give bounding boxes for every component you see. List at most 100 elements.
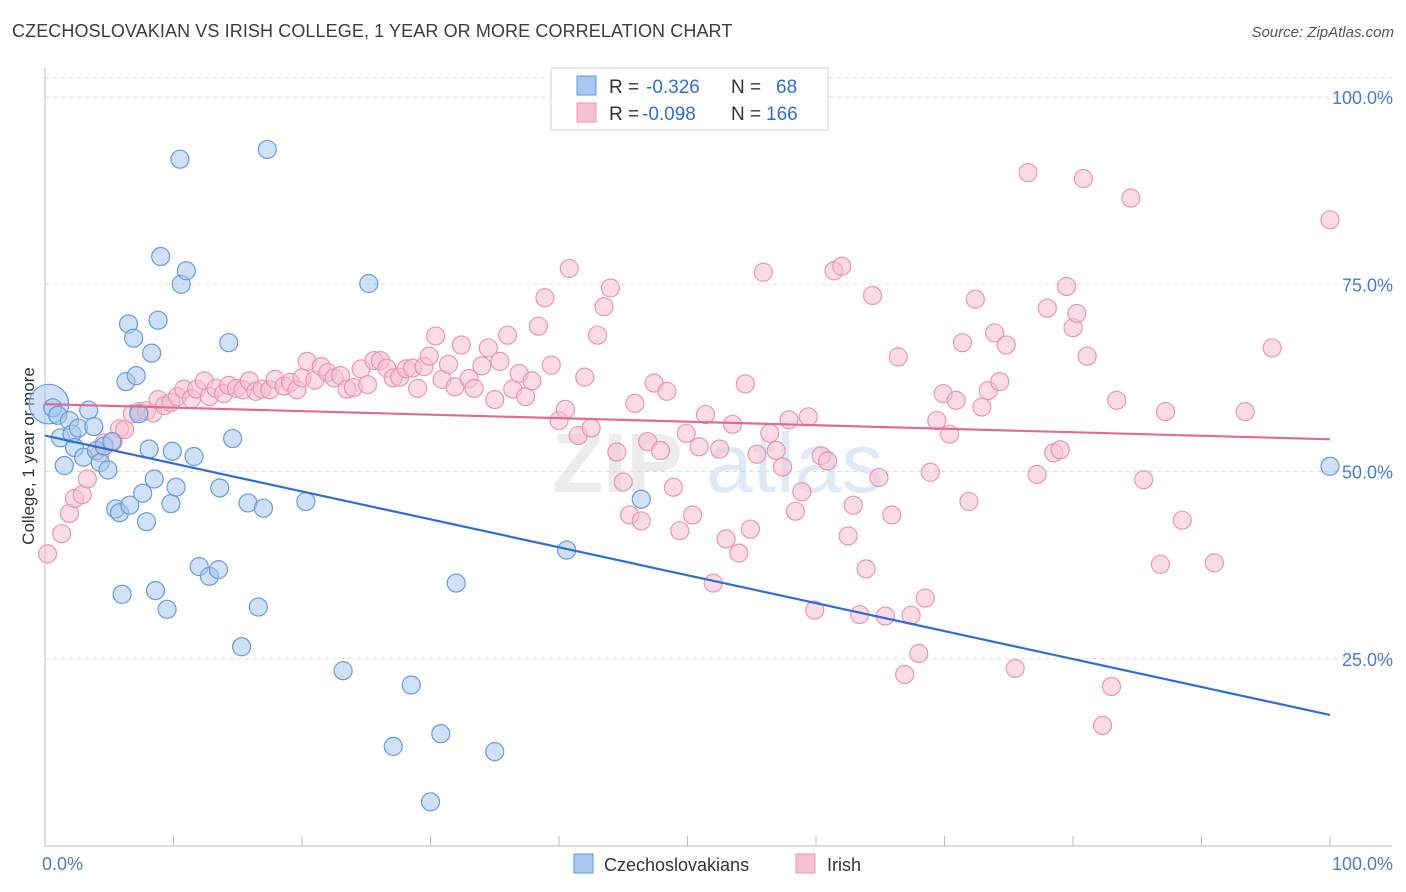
irish-point-163: [1134, 470, 1154, 490]
irish-point-141: [959, 491, 979, 512]
irish-point-84: [594, 297, 614, 317]
source-label: Source: ZipAtlas.com: [1251, 24, 1394, 41]
irish-point-61: [445, 377, 465, 397]
czechoslovakian-trend-line: [44, 434, 1331, 716]
czech-point-10: [79, 400, 99, 420]
x-tick-label-0: 0.0%: [42, 854, 83, 874]
czech-point-30: [144, 469, 164, 489]
czechoslovakian-points: [28, 139, 1340, 812]
legend-r-value-1: -0.326: [646, 77, 700, 98]
czech-point-38: [170, 149, 190, 169]
irish-point-95: [663, 477, 683, 497]
irish-point-166: [1172, 510, 1192, 530]
irish-point-96: [670, 521, 690, 541]
irish-point-164: [1150, 554, 1170, 574]
irish-point-129: [882, 505, 902, 525]
irish-point-168: [1235, 401, 1255, 422]
czech-point-20: [112, 584, 132, 604]
legend-swatch-pink: [576, 102, 597, 123]
czech-point-33: [151, 246, 171, 267]
legend-r-label-1: R =: [609, 77, 639, 98]
irish-point-146: [990, 372, 1010, 392]
irish-point-58: [426, 326, 446, 346]
czech-point-58: [420, 792, 441, 812]
irish-point-131: [895, 664, 915, 685]
irish-point-98: [683, 505, 703, 525]
irish-point-76: [541, 355, 561, 375]
irish-point-130: [888, 347, 908, 367]
czech-point-51: [253, 498, 274, 518]
irish-point-117: [805, 600, 825, 620]
czech-point-37: [166, 477, 186, 497]
legend-swatch-blue: [576, 75, 597, 96]
bottom-legend-irish: Irish: [827, 855, 861, 875]
irish-point-67: [485, 389, 505, 410]
irish-point-104: [722, 414, 743, 434]
irish-point-73: [522, 371, 542, 391]
czech-point-28: [139, 439, 159, 459]
irish-point-165: [1155, 401, 1176, 422]
irish-point-154: [1056, 276, 1077, 297]
irish-point-106: [735, 374, 755, 394]
irish-point-126: [862, 285, 883, 306]
czech-point-36: [162, 441, 182, 461]
legend-box: [550, 67, 829, 131]
legend-r-label-2: R =: [609, 104, 639, 125]
irish-point-90: [631, 511, 651, 531]
irish-point-89: [625, 393, 645, 413]
legend-n-label-2: N =: [731, 104, 761, 125]
irish-point-136: [927, 410, 947, 431]
irish-point-86: [607, 442, 627, 462]
czech-point-24: [126, 366, 146, 386]
irish-point-145: [985, 323, 1005, 343]
irish-point-135: [920, 462, 940, 482]
correlation-legend: R = -0.326 N = 68 R = -0.098 N = 166: [550, 67, 829, 131]
irish-point-148: [1005, 658, 1025, 679]
y-tick-label-50: 50.0%: [1342, 463, 1393, 483]
irish-point-159: [1092, 715, 1113, 736]
irish-point-123: [843, 495, 863, 515]
irish-point-83: [587, 325, 608, 345]
czech-point-31: [145, 580, 166, 601]
irish-point-60: [438, 354, 459, 374]
irish-point-122: [838, 526, 858, 546]
czech-point-52: [257, 139, 277, 160]
czech-point-4: [54, 455, 74, 476]
x-axis-ticks: [44, 836, 1331, 846]
gridlines: [45, 77, 1392, 660]
czech-point-27: [136, 512, 157, 532]
irish-point-94: [657, 381, 677, 401]
irish-point-150: [1027, 464, 1047, 485]
czech-point-55: [359, 273, 379, 294]
irish-point-167: [1204, 553, 1224, 573]
czech-point-34: [157, 599, 177, 619]
irish-point-108: [747, 444, 767, 464]
x-tick-label-100: 100.0%: [1332, 854, 1393, 874]
irish-point-170: [1320, 210, 1340, 230]
czech-point-23: [124, 328, 144, 348]
irish-points: [37, 163, 1340, 736]
irish-point-114: [785, 501, 806, 521]
y-tick-labels: 25.0% 50.0% 75.0% 100.0%: [1332, 88, 1393, 670]
irish-point-93: [650, 440, 671, 461]
irish-point-133: [909, 643, 929, 664]
czech-point-57: [401, 675, 421, 695]
irish-point-121: [832, 256, 852, 276]
czech-point-50: [248, 597, 268, 617]
bottom-legend-czech: Czechoslovakians: [604, 855, 749, 875]
irish-point-139: [946, 390, 966, 410]
irish-point-10: [115, 419, 135, 440]
irish-point-69: [498, 325, 518, 345]
irish-point-158: [1077, 346, 1097, 366]
irish-point-162: [1121, 188, 1141, 208]
irish-point-142: [965, 289, 985, 309]
czech-point-46: [219, 333, 239, 353]
irish-point-55: [408, 378, 428, 398]
czech-point-32: [148, 310, 168, 330]
irish-point-143: [972, 397, 992, 417]
irish-point-99: [689, 437, 709, 457]
czech-point-53: [296, 491, 316, 512]
irish-point-79: [559, 258, 579, 279]
irish-point-103: [716, 529, 736, 549]
